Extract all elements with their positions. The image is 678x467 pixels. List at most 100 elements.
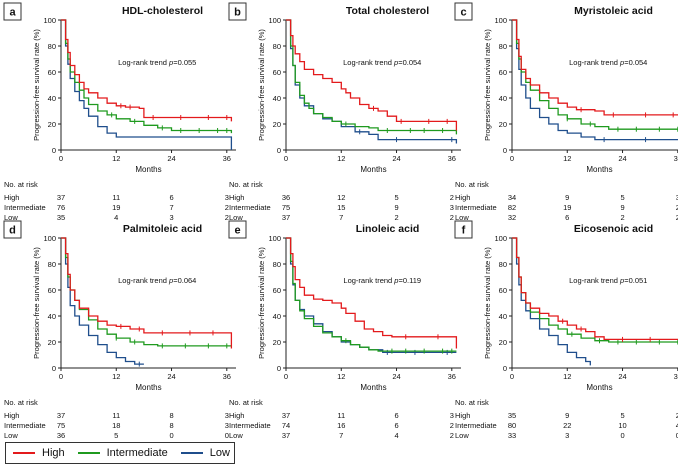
panel-f-risk-group: Low xyxy=(455,431,469,440)
logrank-value: =0.051 xyxy=(624,276,647,285)
panel-e-x-tick-label: 36 xyxy=(448,372,456,381)
panel-b-risk-count: 75 xyxy=(282,203,290,212)
panel-f-risk-group: High xyxy=(455,411,470,420)
panel-a-x-tick-label: 12 xyxy=(112,154,120,163)
panel-e-series-intermediate xyxy=(286,237,457,352)
panel-d-x-tick-label: 24 xyxy=(167,372,175,381)
logrank-prefix: Log-rank trend xyxy=(343,276,394,285)
panel-f-y-tick-label: 0 xyxy=(503,364,507,373)
panel-a-title: HDL-cholesterol xyxy=(122,5,203,17)
legend-label-low: Low xyxy=(209,447,230,459)
panel-b-x-tick-label: 24 xyxy=(392,154,400,163)
panel-f-x-tick-label: 0 xyxy=(510,372,514,381)
legend-swatch-low xyxy=(180,452,203,454)
panel-e-risk-count: 4 xyxy=(394,431,398,440)
panel-a-risk-count: 35 xyxy=(57,213,65,222)
logrank-p: p xyxy=(393,58,398,67)
panel-a-risk-count: 19 xyxy=(112,203,120,212)
panel-d-risk-count: 3 xyxy=(225,421,229,430)
panel-e-risk-group: Low xyxy=(229,431,243,440)
panel-f-risk-count: 4 xyxy=(676,421,678,430)
logrank-value: =0.054 xyxy=(624,58,647,67)
panel-a-y-tick-label: 80 xyxy=(48,42,56,51)
panel-d-risk-count: 8 xyxy=(169,411,173,420)
panel-e-logrank: Log-rank trend p=0.119 xyxy=(343,276,421,285)
panel-b-label-box xyxy=(228,2,247,21)
panel-f-label-box xyxy=(454,220,473,239)
panel-e-risk-count: 2 xyxy=(450,421,454,430)
panel-a-y-tick-label: 40 xyxy=(48,94,56,103)
panel-c-logrank: Log-rank trend p=0.054 xyxy=(569,58,647,67)
panel-a-risk-title: No. at risk xyxy=(4,180,38,189)
panel-b-risk-count: 36 xyxy=(282,193,290,202)
legend-swatch-high xyxy=(13,452,35,454)
logrank-prefix: Log-rank trend xyxy=(118,276,169,285)
panel-c-risk-count: 82 xyxy=(508,203,516,212)
panel-f-y-tick-label: 40 xyxy=(499,312,507,321)
panel-e-y-tick-label: 0 xyxy=(277,364,281,373)
panel-d-risk-count: 5 xyxy=(114,431,118,440)
panel-d-y-tick-label: 60 xyxy=(48,286,56,295)
panel-a-risk-count: 37 xyxy=(57,193,65,202)
panel-a-y-tick-label: 0 xyxy=(52,146,56,155)
panel-e-risk-count: 37 xyxy=(282,431,290,440)
panel-c-y-tick-label: 40 xyxy=(499,94,507,103)
panel-a-series-high xyxy=(61,19,233,122)
panel-f-y-tick-label: 60 xyxy=(499,286,507,295)
panel-a-x-axis-label: Months xyxy=(135,165,161,174)
panel-e-x-axis-label: Months xyxy=(360,383,386,392)
panel-c-y-tick-label: 60 xyxy=(499,68,507,77)
panel-e-risk-count: 37 xyxy=(282,411,290,420)
panel-f-risk-count: 10 xyxy=(618,421,626,430)
panel-b-logrank: Log-rank trend p=0.054 xyxy=(343,58,421,67)
panel-a-risk-count: 7 xyxy=(169,203,173,212)
panel-f-risk-count: 3 xyxy=(565,431,569,440)
logrank-prefix: Log-rank trend xyxy=(343,58,394,67)
panel-e-title: Linoleic acid xyxy=(356,223,420,235)
panel-e-y-tick-label: 40 xyxy=(273,312,281,321)
panel-c-risk-group: Intermediate xyxy=(455,203,497,212)
panel-f-x-tick-label: 12 xyxy=(563,372,571,381)
panel-d-risk-title: No. at risk xyxy=(4,398,38,407)
panel-f-risk-count: 2 xyxy=(676,411,678,420)
panel-d-risk-count: 8 xyxy=(169,421,173,430)
panel-e-risk-group: Intermediate xyxy=(229,421,271,430)
panel-b-y-tick-label: 40 xyxy=(273,94,281,103)
panel-d-risk-count: 11 xyxy=(112,411,120,420)
panel-b-risk-count: 2 xyxy=(394,213,398,222)
panel-e-x-tick-label: 24 xyxy=(392,372,400,381)
panel-b-y-axis-label: Progression-free survival rate (%) xyxy=(257,29,266,141)
panel-c-series-intermediate xyxy=(512,19,678,130)
panel-c-risk-group: Low xyxy=(455,213,469,222)
panel-a-risk-count: 6 xyxy=(169,193,173,202)
panel-b-series-intermediate xyxy=(286,19,458,135)
panel-b-risk-count: 3 xyxy=(450,203,454,212)
logrank-p: p xyxy=(619,58,624,67)
panel-f-series-intermediate xyxy=(512,237,678,343)
panel-f-risk-count: 33 xyxy=(508,431,516,440)
panel-c-label-box xyxy=(454,2,473,21)
panel-e-risk-count: 11 xyxy=(337,411,345,420)
logrank-value: =0.064 xyxy=(173,276,196,285)
legend-item-low: Low xyxy=(180,447,230,459)
panel-f-y-axis-label: Progression-free survival rate (%) xyxy=(483,247,492,359)
logrank-p: p xyxy=(619,276,624,285)
panel-c-risk-count: 34 xyxy=(508,193,516,202)
panel-a-logrank: Log-rank trend p=0.055 xyxy=(118,58,196,67)
panel-c-y-tick-label: 80 xyxy=(499,42,507,51)
panel-a-y-tick-label: 100 xyxy=(43,16,56,25)
panel-b-series-low xyxy=(286,19,458,144)
panel-b-y-tick-label: 100 xyxy=(268,16,281,25)
panel-d-risk-count: 3 xyxy=(225,411,229,420)
panel-c-y-axis-label: Progression-free survival rate (%) xyxy=(483,29,492,141)
legend-item-intermediate: Intermediate xyxy=(77,447,168,459)
panel-b-x-tick-label: 12 xyxy=(337,154,345,163)
legend-item-high: High xyxy=(13,447,65,459)
panel-c-risk-count: 3 xyxy=(676,193,678,202)
panel-d-risk-count: 37 xyxy=(57,411,65,420)
panel-c-x-axis-label: Months xyxy=(586,165,612,174)
panel-d-risk-count: 0 xyxy=(169,431,173,440)
panel-e-y-axis-label: Progression-free survival rate (%) xyxy=(257,247,266,359)
panel-b-x-tick-label: 0 xyxy=(284,154,288,163)
